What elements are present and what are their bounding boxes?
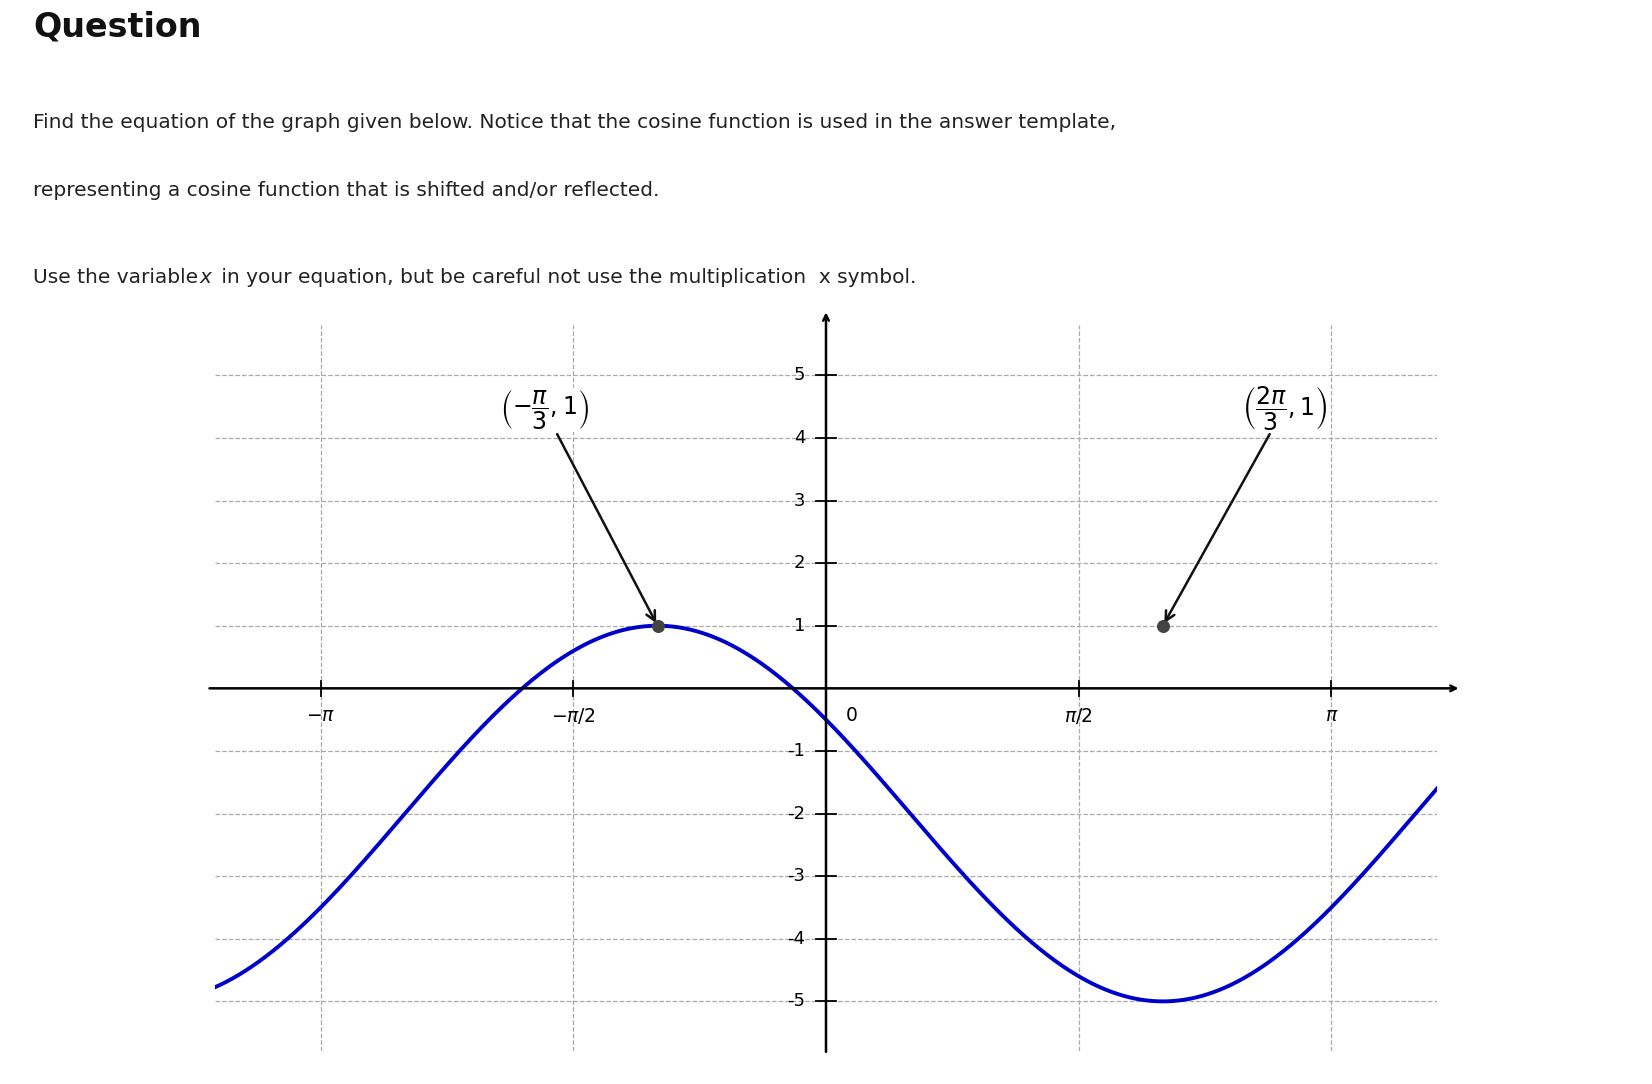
- Text: in your equation, but be careful not use the multiplication  x symbol.: in your equation, but be careful not use…: [215, 269, 917, 287]
- Text: -3: -3: [786, 867, 805, 886]
- Text: $-\pi/2$: $-\pi/2$: [552, 706, 596, 726]
- Text: 0: 0: [846, 706, 857, 725]
- Text: Question: Question: [33, 11, 202, 43]
- Text: 1: 1: [793, 617, 805, 635]
- Text: -1: -1: [788, 741, 805, 760]
- Text: 5: 5: [793, 366, 805, 385]
- Text: -4: -4: [786, 930, 805, 947]
- Text: 3: 3: [793, 491, 805, 509]
- Point: [1150, 617, 1176, 634]
- Text: $\left(\dfrac{2\pi}{3},1\right)$: $\left(\dfrac{2\pi}{3},1\right)$: [1166, 384, 1327, 621]
- Text: 4: 4: [793, 429, 805, 447]
- Text: -2: -2: [786, 804, 805, 823]
- Text: $\pi/2$: $\pi/2$: [1064, 706, 1094, 726]
- Text: representing a cosine function that is shifted and/or reflected.: representing a cosine function that is s…: [33, 181, 659, 199]
- Text: $-\pi$: $-\pi$: [306, 706, 335, 725]
- Text: 2: 2: [793, 554, 805, 572]
- Text: Use the variable: Use the variable: [33, 269, 205, 287]
- Text: x: x: [200, 269, 211, 287]
- Text: $\pi$: $\pi$: [1325, 706, 1338, 725]
- Point: [644, 617, 671, 634]
- Text: -5: -5: [786, 992, 805, 1010]
- Text: $\left(-\dfrac{\pi}{3},1\right)$: $\left(-\dfrac{\pi}{3},1\right)$: [501, 388, 654, 621]
- Text: Find the equation of the graph given below. Notice that the cosine function is u: Find the equation of the graph given bel…: [33, 113, 1117, 132]
